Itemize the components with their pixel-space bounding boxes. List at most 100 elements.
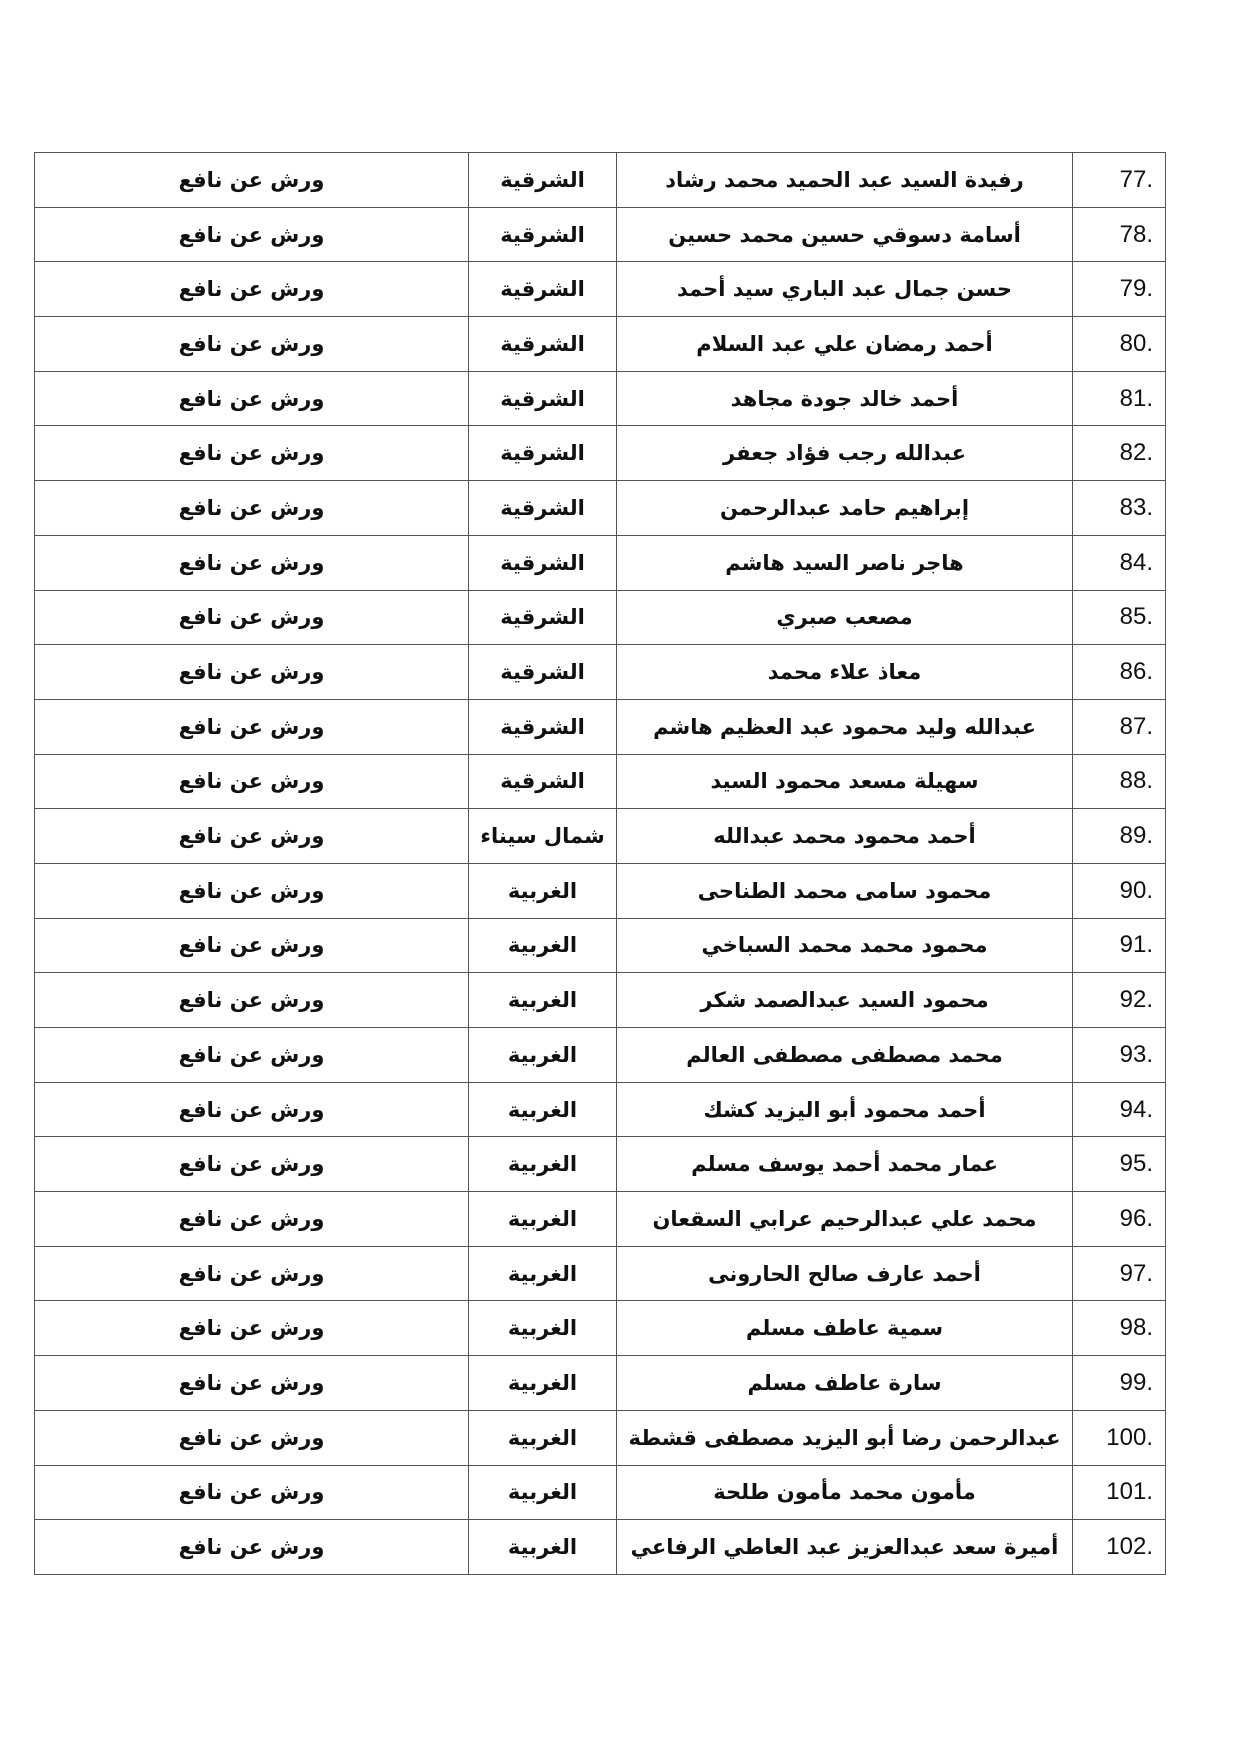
table-row: 90. محمود سامى محمد الطناحى الغربية ورش عن …	[34, 862, 1166, 919]
row-number: 87.	[1072, 698, 1166, 755]
table-row: 87. عبدالله وليد محمود عبد العظيم هاشم الش…	[34, 698, 1166, 755]
riwaya: ورش عن نافع	[34, 589, 469, 646]
row-number: 91.	[1072, 917, 1166, 974]
participant-name: معاذ علاء محمد	[616, 644, 1073, 700]
table-row: 96. محمد علي عبدالرحيم عرابي السقعان الغرب…	[34, 1191, 1166, 1247]
row-number: 99.	[1072, 1355, 1166, 1411]
participant-name: أحمد رمضان علي عبد السلام	[616, 316, 1073, 372]
participant-name: محمد علي عبدالرحيم عرابي السقعان	[616, 1191, 1073, 1247]
table-row: 86. معاذ علاء محمد الشرقية ورش عن نافع	[34, 644, 1166, 700]
participant-name: هاجر ناصر السيد هاشم	[616, 534, 1073, 591]
governorate: الغربية	[468, 1136, 617, 1193]
row-number: 90.	[1072, 862, 1166, 919]
governorate: الشرقية	[468, 480, 617, 536]
riwaya: ورش عن نافع	[34, 425, 469, 482]
participant-name: أحمد محمود محمد عبدالله	[616, 808, 1073, 864]
row-number: 89.	[1072, 808, 1166, 864]
governorate: الشرقية	[468, 316, 617, 372]
table-row: 79. حسن جمال عبد الباري سيد أحمد الشرقية ور…	[34, 261, 1166, 318]
participants-table: 77. رفيدة السيد عبد الحميد محمد رشاد الشرق…	[34, 152, 1166, 1575]
table-row: 102. أميرة سعد عبدالعزيز عبد العاطي الرفا…	[34, 1519, 1166, 1575]
table-row: 80. أحمد رمضان علي عبد السلام الشرقية ورش ع…	[34, 316, 1166, 372]
riwaya: ورش عن نافع	[34, 261, 469, 318]
governorate: الغربية	[468, 972, 617, 1028]
row-number: 98.	[1072, 1300, 1166, 1357]
table-row: 94. أحمد محمود أبو اليزيد كشك الغربية ورش ع…	[34, 1081, 1166, 1138]
riwaya: ورش عن نافع	[34, 534, 469, 591]
table-row: 98. سمية عاطف مسلم الغربية ورش عن نافع	[34, 1300, 1166, 1357]
riwaya: ورش عن نافع	[34, 753, 469, 810]
table-row: 85. مصعب صبري الشرقية ورش عن نافع	[34, 589, 1166, 646]
governorate: الغربية	[468, 1027, 617, 1083]
participant-name: أسامة دسوقي حسين محمد حسين	[616, 206, 1073, 263]
row-number: 80.	[1072, 316, 1166, 372]
row-number: 96.	[1072, 1191, 1166, 1247]
table-row: 77. رفيدة السيد عبد الحميد محمد رشاد الشرق…	[34, 152, 1166, 208]
governorate: شمال سيناء	[468, 808, 617, 864]
governorate: الشرقية	[468, 589, 617, 646]
governorate: الغربية	[468, 917, 617, 974]
riwaya: ورش عن نافع	[34, 1136, 469, 1193]
row-number: 93.	[1072, 1027, 1166, 1083]
table-row: 89. أحمد محمود محمد عبدالله شمال سيناء ورش …	[34, 808, 1166, 864]
table-row: 99. سارة عاطف مسلم الغربية ورش عن نافع	[34, 1355, 1166, 1411]
table-row: 88. سهيلة مسعد محمود السيد الشرقية ورش عن ن…	[34, 753, 1166, 810]
participant-name: سهيلة مسعد محمود السيد	[616, 753, 1073, 810]
riwaya: ورش عن نافع	[34, 1245, 469, 1302]
participant-name: أميرة سعد عبدالعزيز عبد العاطي الرفاعي	[616, 1519, 1073, 1575]
table-row: 92. محمود السيد عبدالصمد شكر الغربية ورش عن…	[34, 972, 1166, 1028]
riwaya: ورش عن نافع	[34, 1409, 469, 1466]
governorate: الغربية	[468, 1519, 617, 1575]
riwaya: ورش عن نافع	[34, 316, 469, 372]
participant-name: عبدالله وليد محمود عبد العظيم هاشم	[616, 698, 1073, 755]
row-number: 88.	[1072, 753, 1166, 810]
governorate: الغربية	[468, 1191, 617, 1247]
table-row: 91. محمود محمد محمد السباخي الغربية ورش عن …	[34, 917, 1166, 974]
riwaya: ورش عن نافع	[34, 370, 469, 427]
row-number: 102.	[1072, 1519, 1166, 1575]
table-row: 83. إبراهيم حامد عبدالرحمن الشرقية ورش عن ن…	[34, 480, 1166, 536]
riwaya: ورش عن نافع	[34, 1519, 469, 1575]
participant-name: مأمون محمد مأمون طلحة	[616, 1464, 1073, 1521]
row-number: 84.	[1072, 534, 1166, 591]
riwaya: ورش عن نافع	[34, 972, 469, 1028]
participant-name: سمية عاطف مسلم	[616, 1300, 1073, 1357]
governorate: الشرقية	[468, 753, 617, 810]
governorate: الشرقية	[468, 425, 617, 482]
row-number: 77.	[1072, 152, 1166, 208]
participant-name: أحمد خالد جودة مجاهد	[616, 370, 1073, 427]
table-row: 93. محمد مصطفى مصطفى العالم الغربية ورش عن …	[34, 1027, 1166, 1083]
governorate: الشرقية	[468, 261, 617, 318]
row-number: 78.	[1072, 206, 1166, 263]
governorate: الغربية	[468, 1355, 617, 1411]
table-row: 101. مأمون محمد مأمون طلحة الغربية ورش عن ن…	[34, 1464, 1166, 1521]
governorate: الشرقية	[468, 698, 617, 755]
row-number: 94.	[1072, 1081, 1166, 1138]
row-number: 101.	[1072, 1464, 1166, 1521]
governorate: الغربية	[468, 1409, 617, 1466]
participant-name: رفيدة السيد عبد الحميد محمد رشاد	[616, 152, 1073, 208]
table-row: 82. عبدالله رجب فؤاد جعفر الشرقية ورش عن نا…	[34, 425, 1166, 482]
riwaya: ورش عن نافع	[34, 1300, 469, 1357]
participant-name: محمد مصطفى مصطفى العالم	[616, 1027, 1073, 1083]
participant-name: مصعب صبري	[616, 589, 1073, 646]
table-row: 95. عمار محمد أحمد يوسف مسلم الغربية ورش عن…	[34, 1136, 1166, 1193]
riwaya: ورش عن نافع	[34, 206, 469, 263]
riwaya: ورش عن نافع	[34, 808, 469, 864]
participant-name: عبدالرحمن رضا أبو اليزيد مصطفى قشطة	[616, 1409, 1073, 1466]
row-number: 82.	[1072, 425, 1166, 482]
row-number: 81.	[1072, 370, 1166, 427]
table-row: 97. أحمد عارف صالح الحارونى الغربية ورش عن …	[34, 1245, 1166, 1302]
participant-name: سارة عاطف مسلم	[616, 1355, 1073, 1411]
participant-name: إبراهيم حامد عبدالرحمن	[616, 480, 1073, 536]
riwaya: ورش عن نافع	[34, 917, 469, 974]
row-number: 86.	[1072, 644, 1166, 700]
participant-name: أحمد عارف صالح الحارونى	[616, 1245, 1073, 1302]
table-row: 100. عبدالرحمن رضا أبو اليزيد مصطفى قشطة ا…	[34, 1409, 1166, 1466]
table-row: 84. هاجر ناصر السيد هاشم الشرقية ورش عن ناف…	[34, 534, 1166, 591]
table-row: 81. أحمد خالد جودة مجاهد الشرقية ورش عن ناف…	[34, 370, 1166, 427]
governorate: الشرقية	[468, 644, 617, 700]
participant-name: عبدالله رجب فؤاد جعفر	[616, 425, 1073, 482]
participant-name: عمار محمد أحمد يوسف مسلم	[616, 1136, 1073, 1193]
row-number: 92.	[1072, 972, 1166, 1028]
